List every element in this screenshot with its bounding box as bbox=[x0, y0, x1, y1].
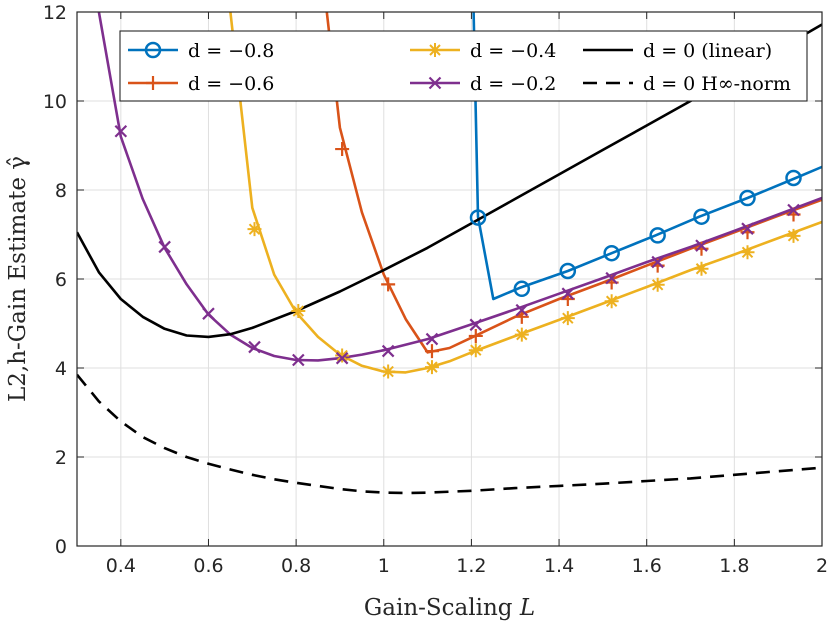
marker-circle bbox=[603, 244, 620, 262]
legend-label-4: d = 0 (linear) bbox=[643, 40, 772, 62]
marker-circle bbox=[513, 280, 531, 298]
y-tick-label: 6 bbox=[55, 269, 67, 291]
legend: d = −0.8 d = −0.6 d = −0.4 d = −0.2 d = 0 (l… bbox=[119, 30, 808, 102]
legend-label-3: d = −0.2 bbox=[470, 73, 556, 95]
marker-asterisk bbox=[786, 228, 801, 243]
x-tick-label: 1.6 bbox=[632, 555, 662, 577]
marker-asterisk bbox=[247, 222, 262, 237]
y-axis-label: L2,h-Gain Estimate γ̂ bbox=[5, 156, 31, 402]
marker-plus bbox=[381, 277, 396, 292]
marker-cross bbox=[425, 332, 439, 346]
series-line-4 bbox=[77, 23, 822, 339]
series-markers bbox=[114, 124, 802, 379]
marker-cross bbox=[515, 303, 529, 317]
x-axis-label-text: Gain-Scaling bbox=[364, 595, 520, 621]
marker-asterisk bbox=[424, 360, 439, 375]
marker-cross bbox=[381, 344, 395, 358]
marker-plus bbox=[424, 344, 439, 359]
y-tick-label: 2 bbox=[55, 447, 67, 469]
marker-cross bbox=[158, 240, 171, 254]
marker-asterisk bbox=[381, 364, 396, 379]
marker-asterisk bbox=[468, 343, 483, 358]
marker-cross bbox=[114, 124, 128, 138]
marker-asterisk bbox=[514, 327, 529, 342]
x-tick-label: 0.4 bbox=[106, 555, 136, 577]
marker-cross bbox=[202, 307, 215, 320]
x-axis-label: Gain-Scaling L bbox=[364, 595, 535, 621]
marker-cross bbox=[695, 239, 708, 252]
marker-asterisk bbox=[291, 304, 306, 319]
x-tick-label: 1.2 bbox=[456, 555, 486, 577]
marker-cross bbox=[651, 255, 664, 269]
legend-label-1: d = −0.6 bbox=[188, 73, 274, 95]
marker-cross bbox=[605, 271, 618, 285]
y-tick-label: 0 bbox=[55, 536, 67, 558]
series-line-0 bbox=[472, 12, 822, 301]
x-tick-label: 1.4 bbox=[544, 555, 574, 577]
marker-cross bbox=[561, 287, 575, 300]
marker-plus bbox=[468, 328, 483, 343]
x-tick-label: 1.8 bbox=[719, 555, 749, 577]
marker-asterisk bbox=[740, 245, 755, 260]
x-tick-label: 0.6 bbox=[193, 555, 223, 577]
marker-asterisk bbox=[428, 43, 442, 57]
series-line-1 bbox=[325, 12, 822, 354]
y-tick-label: 10 bbox=[43, 91, 67, 113]
series-line-2 bbox=[229, 12, 822, 374]
legend-label-5: d = 0 H∞-norm bbox=[643, 73, 791, 95]
marker-asterisk bbox=[335, 348, 350, 363]
marker-circle bbox=[144, 41, 162, 59]
legend-box bbox=[119, 30, 808, 102]
x-axis-label-var: L bbox=[519, 595, 535, 621]
marker-plus bbox=[514, 309, 529, 324]
marker-plus bbox=[146, 76, 160, 90]
marker-cross bbox=[469, 318, 483, 332]
legend-label-0: d = −0.8 bbox=[188, 40, 274, 62]
marker-cross bbox=[292, 353, 305, 367]
marker-circle bbox=[649, 227, 666, 244]
marker-circle bbox=[693, 208, 710, 225]
y-tick-label: 8 bbox=[55, 180, 67, 202]
series-line-5 bbox=[77, 373, 822, 495]
marker-cross bbox=[787, 203, 800, 217]
x-tick-label: 0.8 bbox=[281, 555, 311, 577]
marker-circle bbox=[559, 262, 577, 280]
marker-plus bbox=[335, 142, 350, 157]
marker-cross bbox=[248, 340, 261, 354]
y-tick-label: 12 bbox=[43, 2, 67, 24]
axis-ticks: 0.4 0.6 0.8 1 1.2 1.4 1.6 1.8 2 0 2 4 6 8 10 12 bbox=[43, 2, 828, 577]
y-tick-label: 4 bbox=[55, 358, 67, 380]
marker-circle bbox=[785, 169, 802, 187]
x-tick-label: 1 bbox=[378, 555, 390, 577]
marker-cross bbox=[335, 351, 349, 365]
legend-label-2: d = −0.4 bbox=[470, 40, 556, 62]
marker-circle bbox=[739, 189, 756, 207]
marker-asterisk bbox=[560, 311, 575, 326]
marker-asterisk bbox=[650, 277, 665, 292]
marker-circle bbox=[469, 209, 487, 226]
marker-cross bbox=[741, 222, 754, 235]
marker-asterisk bbox=[604, 294, 619, 309]
x-tick-label: 2 bbox=[816, 555, 828, 577]
marker-cross bbox=[428, 76, 442, 90]
marker-asterisk bbox=[694, 261, 709, 276]
